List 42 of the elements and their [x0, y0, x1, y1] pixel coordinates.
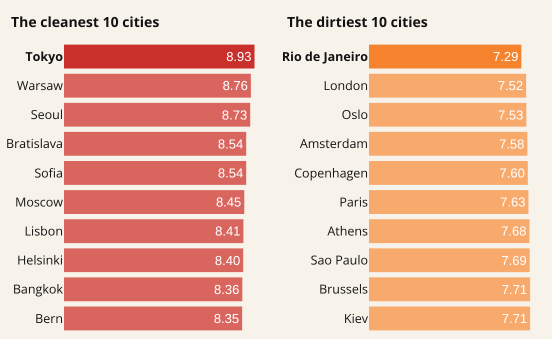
- data-label: 7.52: [498, 78, 524, 94]
- y-tick-label: London: [323, 77, 368, 94]
- y-tick-label: Helsinki: [17, 252, 63, 269]
- y-tick-label: Bangkok: [12, 280, 64, 298]
- y-tick-label: Warsaw: [16, 77, 64, 94]
- data-label: 8.54: [218, 165, 244, 180]
- y-tick-label: Kiev: [344, 310, 369, 327]
- data-label: 8.35: [214, 310, 240, 326]
- y-tick-label: Bratislava: [6, 135, 63, 152]
- y-tick-label: Oslo: [342, 106, 368, 124]
- y-tick-label: Bern: [35, 310, 63, 327]
- y-tick-label: Copenhagen: [294, 164, 368, 182]
- data-label: 8.36: [214, 282, 240, 297]
- y-tick-label: Lisbon: [24, 222, 63, 240]
- y-tick-label: Amsterdam: [300, 135, 368, 152]
- data-label: 8.93: [226, 49, 252, 64]
- y-tick-label: Tokyo: [25, 48, 64, 65]
- y-tick-label: Sao Paulo: [310, 252, 368, 269]
- data-label: 7.69: [501, 252, 527, 268]
- data-label: 7.53: [498, 107, 524, 122]
- data-label: 7.29: [493, 49, 518, 64]
- y-tick-label: Athens: [327, 222, 368, 240]
- y-tick-label: Rio de Janeiro: [282, 48, 368, 65]
- y-tick-label: Seoul: [30, 106, 63, 124]
- data-label: 7.60: [500, 165, 525, 180]
- data-label: 7.63: [500, 194, 526, 210]
- data-label: 8.76: [222, 78, 248, 94]
- chart-title: The cleanest 10 cities: [11, 12, 160, 32]
- data-label: 8.73: [222, 107, 248, 122]
- data-label: 8.54: [218, 136, 244, 152]
- chart-title: The dirtiest 10 cities: [287, 12, 428, 32]
- y-tick-label: Brussels: [319, 280, 368, 298]
- data-label: 7.71: [502, 282, 528, 297]
- y-tick-label: Sofia: [34, 164, 63, 182]
- data-label: 8.41: [215, 224, 240, 239]
- y-tick-label: Paris: [339, 193, 368, 210]
- data-label: 7.68: [501, 224, 526, 239]
- data-label: 8.40: [214, 252, 240, 268]
- y-tick-label: Moscow: [15, 193, 64, 210]
- data-label: 8.45: [216, 194, 242, 210]
- data-label: 7.71: [502, 310, 528, 326]
- data-label: 7.58: [499, 136, 524, 152]
